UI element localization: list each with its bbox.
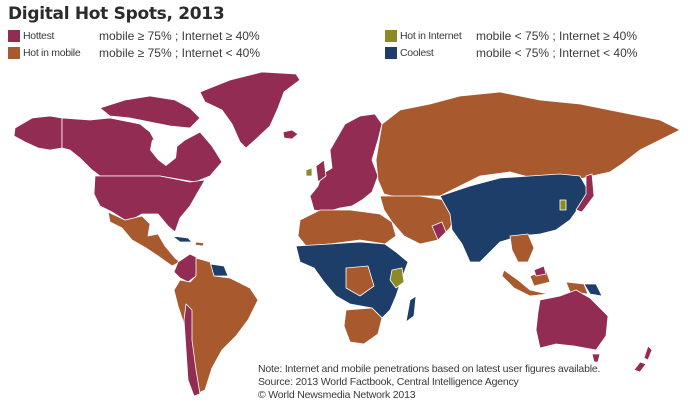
legend-label: Coolest [400, 46, 434, 59]
legend-item-hot-in-mobile: Hot in mobile mobile ≥ 75% ; Internet < … [8, 44, 260, 61]
region-congo [345, 265, 375, 297]
region-caribbean [171, 235, 193, 243]
legend-left: Hottest mobile ≥ 75% ; Internet ≥ 40% Ho… [8, 27, 260, 61]
copyright-line: © World Newsmedia Network 2013 [258, 389, 416, 401]
region-greenland [199, 71, 301, 149]
region-canada [61, 117, 223, 183]
region-uk [315, 159, 327, 183]
region-madagascar [405, 295, 417, 323]
region-south-korea [559, 199, 567, 211]
legend-condition: mobile < 75% ; Internet < 40% [476, 45, 638, 60]
region-japan [575, 173, 595, 213]
region-china-india [439, 173, 589, 263]
region-png [583, 283, 603, 297]
swatch-hottest [8, 29, 20, 42]
legend-condition: mobile ≥ 75% ; Internet < 40% [99, 45, 261, 60]
region-alaska [13, 115, 63, 151]
legend-condition: mobile ≥ 75% ; Internet ≥ 40% [99, 28, 260, 43]
region-chile [183, 303, 201, 397]
region-western-europe [309, 113, 383, 213]
note-line: Note: Internet and mobile penetrations b… [258, 363, 601, 375]
swatch-hot-in-mobile [8, 46, 20, 59]
region-colombia [173, 253, 199, 283]
swatch-hot-in-internet [385, 29, 397, 42]
region-canada-islands [99, 95, 201, 129]
region-malaysia [533, 265, 547, 277]
legend-item-hot-in-internet: Hot in Internet mobile < 75% ; Internet … [385, 27, 637, 44]
region-indonesia [501, 269, 549, 297]
region-southeast-asia [509, 233, 535, 263]
region-kenya [389, 267, 405, 289]
legend-item-hottest: Hottest mobile ≥ 75% ; Internet ≥ 40% [8, 27, 260, 44]
region-north-africa [297, 209, 397, 247]
world-map [13, 71, 681, 397]
source-line: Source: 2013 World Factbook, Central Int… [258, 376, 519, 388]
legend-right: Hot in Internet mobile < 75% ; Internet … [385, 27, 637, 61]
region-mexico-central-america [107, 211, 181, 267]
region-oman [431, 221, 447, 241]
legend-item-coolest: Coolest mobile < 75% ; Internet < 40% [385, 44, 637, 61]
region-ireland [305, 167, 313, 177]
region-australia [535, 289, 609, 351]
swatch-coolest [385, 46, 397, 59]
region-iceland [282, 129, 299, 140]
legend-condition: mobile < 75% ; Internet ≥ 40% [476, 28, 638, 43]
map-footnote: Note: Internet and mobile penetrations b… [258, 363, 600, 402]
legend-label: Hot in Internet [400, 29, 462, 42]
region-southern-africa [343, 307, 383, 345]
region-new-zealand [633, 345, 653, 373]
map-title: Digital Hot Spots, 2013 [8, 4, 225, 24]
legend-label: Hot in mobile [23, 46, 81, 59]
region-usa [93, 175, 206, 233]
legend-label: Hottest [23, 29, 55, 42]
